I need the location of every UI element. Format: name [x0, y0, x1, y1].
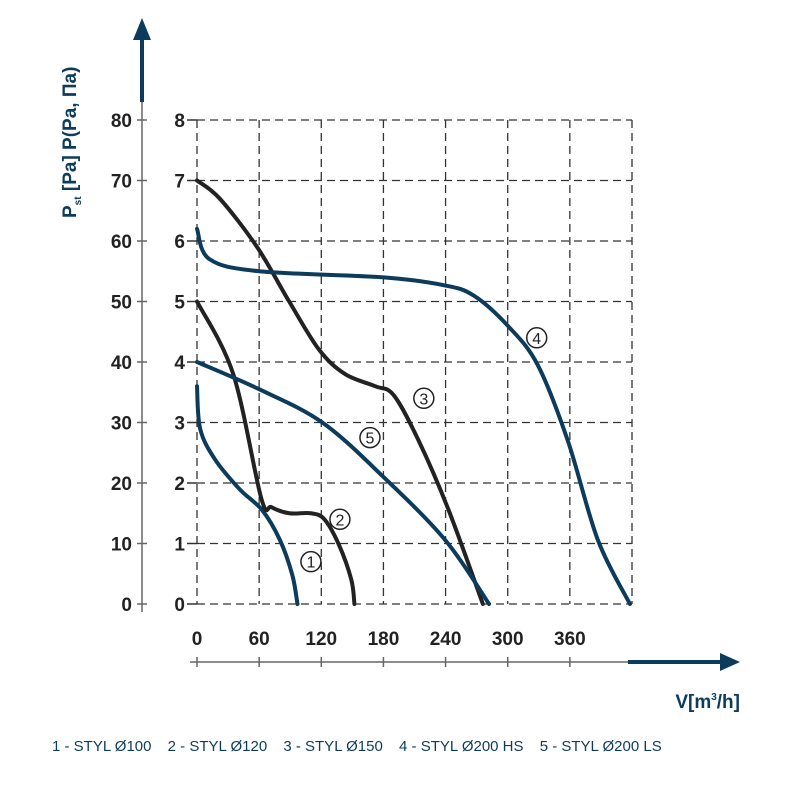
- y-tick-label: 50: [111, 293, 132, 314]
- y-tick-label: 70: [111, 172, 132, 193]
- y-tick-label: 20: [111, 474, 132, 495]
- y-tick-label: 80: [111, 111, 132, 132]
- series-line-1: [195, 384, 300, 606]
- y2-tick-label: 4: [174, 353, 185, 374]
- series-marker-label-5: 5: [366, 431, 375, 448]
- y2-tick-label: 2: [174, 474, 185, 495]
- y-tick-label: 60: [111, 232, 132, 253]
- legend-item-2: 2 - STYL Ø120: [167, 738, 268, 755]
- y2-tick-label: 7: [174, 172, 185, 193]
- legend-item-4: 4 - STYL Ø200 HS: [399, 738, 524, 755]
- series-marker-circle-2: [329, 508, 351, 531]
- x-tick-label: 240: [430, 629, 462, 650]
- series-marker-circle-5: [359, 426, 381, 449]
- x-tick-label: 60: [249, 629, 270, 650]
- series-marker-label-3: 3: [419, 391, 428, 408]
- series-marker-label-4: 4: [532, 331, 541, 348]
- y-tick-label: 40: [111, 353, 132, 374]
- series-marker-label-1: 1: [306, 555, 315, 572]
- y-axis-arrow-head: [133, 18, 151, 40]
- series-line-5: [195, 360, 492, 606]
- series-line-4: [195, 226, 632, 606]
- y-tick-label: 0: [121, 595, 132, 616]
- series-marker-circle-1: [300, 550, 322, 573]
- legend-item-1: 1 - STYL Ø100: [52, 738, 152, 755]
- y2-tick-label: 3: [174, 414, 185, 435]
- y2-tick-label: 8: [174, 111, 185, 132]
- legend: 1 - STYL Ø100 2 - STYL Ø120 3 - STYL Ø15…: [52, 738, 674, 755]
- y-tick-label: 10: [111, 535, 132, 556]
- series-marker-label-2: 2: [335, 512, 344, 529]
- y2-tick-label: 5: [174, 293, 185, 314]
- x-tick-label: 300: [492, 629, 524, 650]
- x-tick-label: 360: [554, 629, 586, 650]
- y2-tick-label: 6: [174, 232, 185, 253]
- x-tick-label: 120: [305, 629, 337, 650]
- series-marker-circle-3: [413, 387, 435, 410]
- y-axis-label: Pst [Pa] P(Pa, Па): [60, 67, 84, 218]
- legend-item-3: 3 - STYL Ø150: [283, 738, 383, 755]
- x-tick-label: 180: [368, 629, 400, 650]
- y2-tick-label: 0: [174, 595, 185, 616]
- y-tick-label: 30: [111, 414, 132, 435]
- x-tick-label: 0: [192, 629, 203, 650]
- legend-item-5: 5 - STYL Ø200 LS: [539, 738, 662, 755]
- y2-tick-label: 1: [174, 535, 185, 556]
- x-axis-label: V[m3/h]: [675, 692, 740, 713]
- series-line-3: [195, 178, 485, 606]
- x-axis-arrow-head: [720, 653, 740, 671]
- series-marker-circle-4: [525, 327, 548, 349]
- series-line-2: [195, 299, 357, 606]
